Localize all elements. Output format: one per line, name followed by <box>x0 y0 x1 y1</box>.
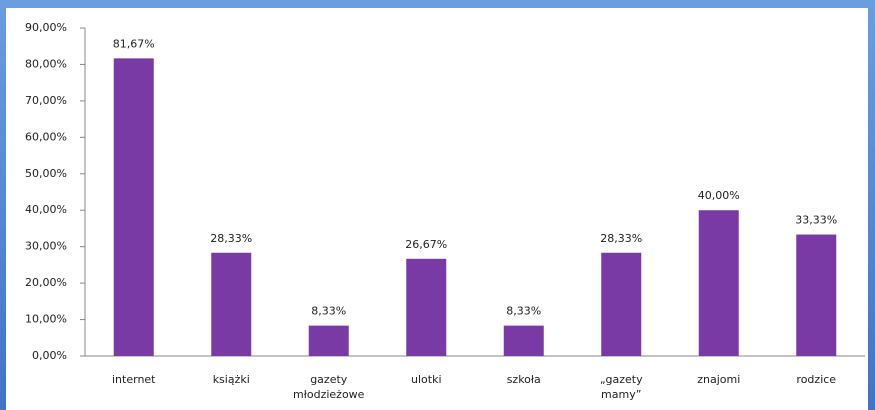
y-tick-label: 40,00% <box>25 203 67 216</box>
data-label: 40,00% <box>698 189 740 202</box>
x-tick-label: gazety młodzieżowe <box>293 373 365 401</box>
y-tick-label: 50,00% <box>25 167 67 180</box>
y-tick-label: 80,00% <box>25 57 67 70</box>
bar <box>406 258 447 356</box>
data-label: 81,67% <box>113 37 155 50</box>
x-tick-label: książki <box>212 373 250 386</box>
bar <box>503 325 544 356</box>
data-label: 26,67% <box>405 238 447 251</box>
data-label: 28,33% <box>210 232 252 245</box>
y-tick-label: 20,00% <box>25 276 67 289</box>
data-label: 28,33% <box>600 232 642 245</box>
bar <box>308 325 349 356</box>
bar <box>113 58 154 357</box>
bar <box>698 210 739 356</box>
data-label: 8,33% <box>506 305 541 318</box>
bar <box>601 252 642 356</box>
y-tick-label: 60,00% <box>25 130 67 143</box>
y-tick-label: 70,00% <box>25 94 67 107</box>
bar <box>796 234 837 356</box>
x-tick-label: ulotki <box>411 373 442 386</box>
y-tick-label: 0,00% <box>32 349 67 362</box>
x-tick-label: „gazety mamy” <box>599 373 643 401</box>
x-tick-label: rodzice <box>796 373 837 386</box>
bar <box>211 252 252 356</box>
x-tick-label: znajomi <box>697 373 741 386</box>
data-label: 33,33% <box>795 214 837 227</box>
x-tick-label: szkoła <box>506 373 541 386</box>
y-tick-label: 10,00% <box>25 313 67 326</box>
y-tick-label: 30,00% <box>25 240 67 253</box>
data-label: 8,33% <box>311 305 346 318</box>
x-tick-label: internet <box>112 373 156 386</box>
y-tick-label: 90,00% <box>25 21 67 34</box>
